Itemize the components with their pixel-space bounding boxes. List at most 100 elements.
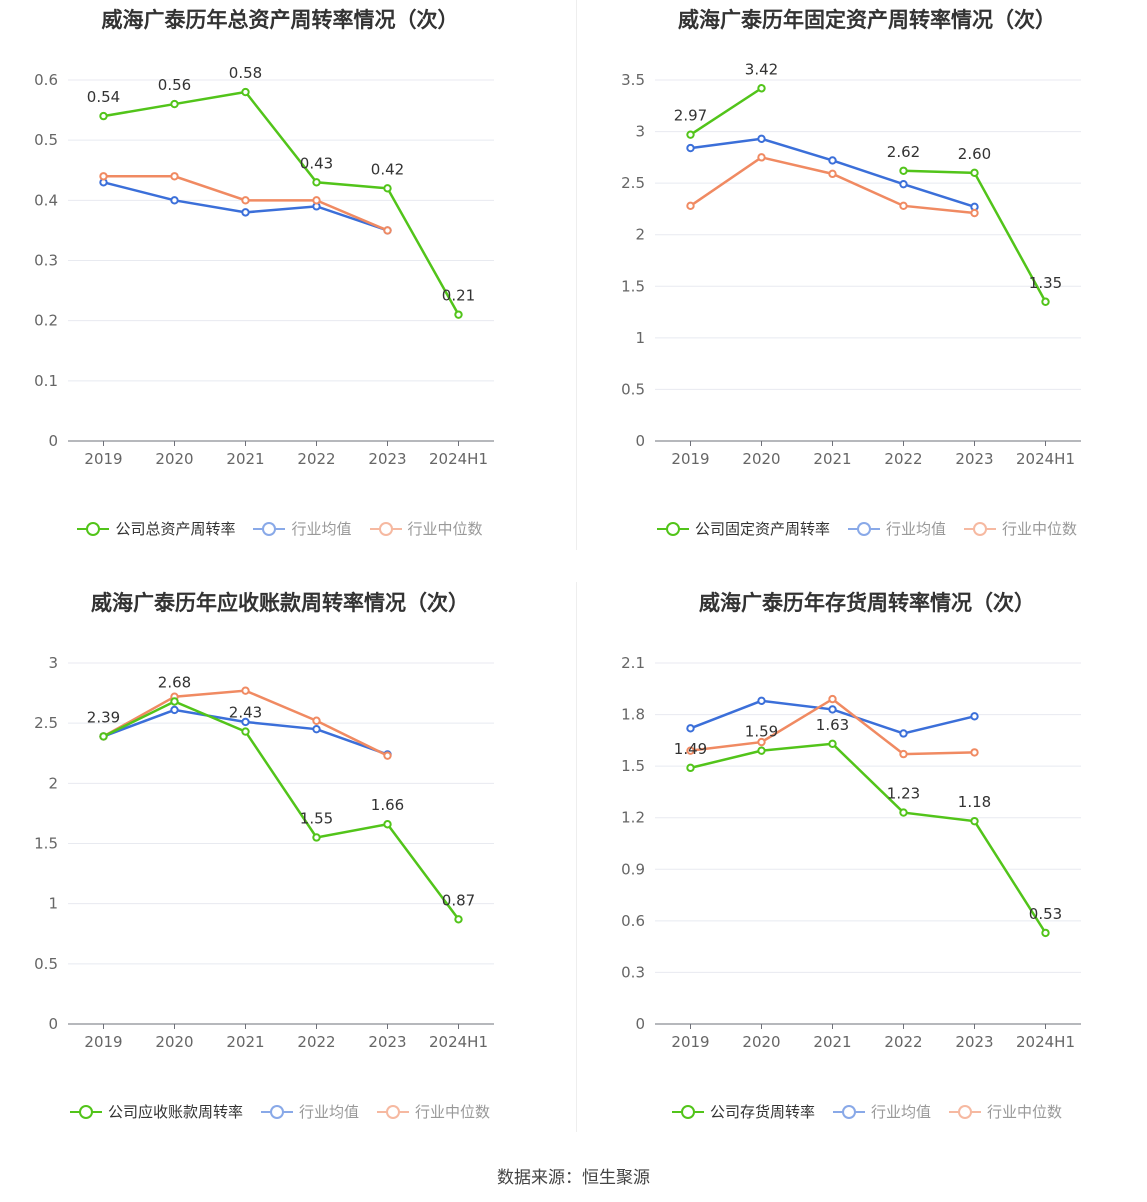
data-point-company [686,130,695,139]
data-point-company [312,833,321,842]
data-label: 2.62 [887,143,920,161]
legend-item-avg[interactable]: 行业均值 [832,1101,931,1122]
data-point-company [757,84,766,93]
legend-label: 公司固定资产周转率 [694,520,830,538]
y-tick-label: 0.5 [621,380,645,398]
legend-item-company[interactable]: 公司存货周转率 [671,1101,815,1122]
series-line-company [689,87,763,136]
y-tick-label: 1.5 [34,835,58,853]
legend-item-avg[interactable]: 行业均值 [260,1101,359,1122]
data-point-company [899,808,908,817]
legend-swatch [377,1104,409,1120]
legend-label: 行业均值 [885,520,946,538]
data-point-median [241,196,250,205]
data-point-avg [241,717,250,727]
data-point-avg [899,179,908,189]
legend-label: 行业中位数 [407,520,483,538]
data-point-median [686,201,695,211]
chart-legend: 公司应收账款周转率 行业均值 行业中位数 [0,1101,560,1122]
legend-item-company[interactable]: 公司固定资产周转率 [656,518,830,539]
legend-item-median[interactable]: 行业中位数 [369,518,483,539]
chart-plot: 0 0.3 0.6 0.9 1.2 1.5 1.8 2.1 2019 2020 2021 2022 20… [621,654,1081,1051]
x-tick-label: 2023 [368,1033,406,1051]
data-point-median [970,748,979,757]
x-tick-label: 2024H1 [429,450,488,468]
data-label: 1.63 [816,716,849,734]
y-tick-label: 1.8 [621,706,645,724]
data-point-avg [686,143,695,153]
series-line-company [690,742,1047,934]
data-point-avg [828,156,837,165]
data-label: 2.60 [958,145,991,163]
data-point-median [312,196,321,205]
x-tick-label: 2020 [742,450,780,468]
x-tick-label: 2022 [297,450,335,468]
series-line-median [689,156,975,215]
y-tick-label: 0.2 [34,312,58,330]
data-point-company [757,746,766,755]
legend-item-avg[interactable]: 行业均值 [847,518,946,539]
legend-item-avg[interactable]: 行业均值 [253,518,352,539]
y-tick-label: 2 [48,774,58,792]
data-label: 1.35 [1029,274,1062,292]
data-point-avg [757,134,766,143]
legend-item-median[interactable]: 行业中位数 [949,1101,1062,1122]
x-tick-label: 2020 [155,450,193,468]
legend-swatch [260,1104,293,1120]
fixed-asset-turnover-chart: 威海广泰历年固定资产周转率情况（次） 0 0.5 1 1.5 2 2.5 3 3.5 2019 2… [587,0,1147,560]
chart-title: 威海广泰历年固定资产周转率情况（次） [678,8,1056,32]
legend-label: 行业中位数 [415,1103,491,1121]
x-tick-label: 2024H1 [429,1033,488,1051]
y-tick-label: 3 [48,654,58,672]
y-tick-label: 2.5 [34,714,58,732]
y-tick-label: 3.5 [621,71,645,89]
inventory-turnover-chart: 威海广泰历年存货周转率情况（次） 0 0.3 0.6 0.9 1.2 1.5 1.8 2.1 2… [587,583,1147,1143]
data-point-company [241,727,250,736]
data-point-company [383,820,392,829]
chart-plot: 0 0.1 0.2 0.3 0.4 0.5 0.6 2019 2020 2021 2022 2023 2… [34,64,494,468]
legend-item-company[interactable]: 公司应收账款周转率 [69,1101,243,1122]
legend-swatch [369,521,402,537]
legend-label: 行业中位数 [1002,520,1078,538]
data-point-median [828,169,837,179]
y-tick-label: 0.5 [34,955,58,973]
y-tick-label: 2.1 [621,654,645,672]
chart-title: 威海广泰历年总资产周转率情况（次） [101,8,459,32]
legend-item-median[interactable]: 行业中位数 [964,518,1077,539]
x-tick-label: 2022 [297,1033,335,1051]
legend-swatch [656,521,689,537]
legend-label: 公司总资产周转率 [115,520,236,538]
x-tick-label: 2019 [671,450,709,468]
data-label: 0.42 [371,160,404,178]
data-label: 1.55 [300,809,333,827]
receivables-turnover-chart: 威海广泰历年应收账款周转率情况（次） 0 0.5 1 1.5 2 2.5 3 2019 2020… [0,583,560,1143]
legend-label: 公司存货周转率 [709,1103,815,1121]
legend-item-median[interactable]: 行业中位数 [377,1101,490,1122]
data-label: 0.21 [442,287,475,305]
chart-plot: 0 0.5 1 1.5 2 2.5 3 3.5 2019 2020 2021 2022 2023 2024… [621,60,1081,468]
series-line-avg [103,181,388,232]
data-point-company [828,739,837,748]
x-tick-label: 2022 [884,450,922,468]
data-point-company [99,111,108,121]
x-tick-label: 2023 [368,450,406,468]
data-point-avg [170,705,179,715]
x-tick-label: 2021 [226,1033,264,1051]
data-point-avg [312,724,321,734]
data-point-median [99,172,108,181]
data-point-avg [686,724,695,733]
x-tick-label: 2023 [955,450,993,468]
y-tick-label: 0.6 [34,71,58,89]
data-point-median [757,153,766,162]
data-point-company [1041,928,1050,938]
y-tick-label: 0.3 [34,252,58,270]
data-label: 0.87 [442,891,475,909]
data-point-avg [899,729,908,738]
data-label: 0.56 [158,76,191,94]
legend-swatch [832,1104,865,1120]
y-tick-label: 1.2 [621,809,645,827]
legend-item-company[interactable]: 公司总资产周转率 [77,518,235,539]
legend-swatch [964,521,996,537]
y-tick-label: 1 [635,329,645,347]
legend-label: 行业均值 [298,1103,359,1121]
